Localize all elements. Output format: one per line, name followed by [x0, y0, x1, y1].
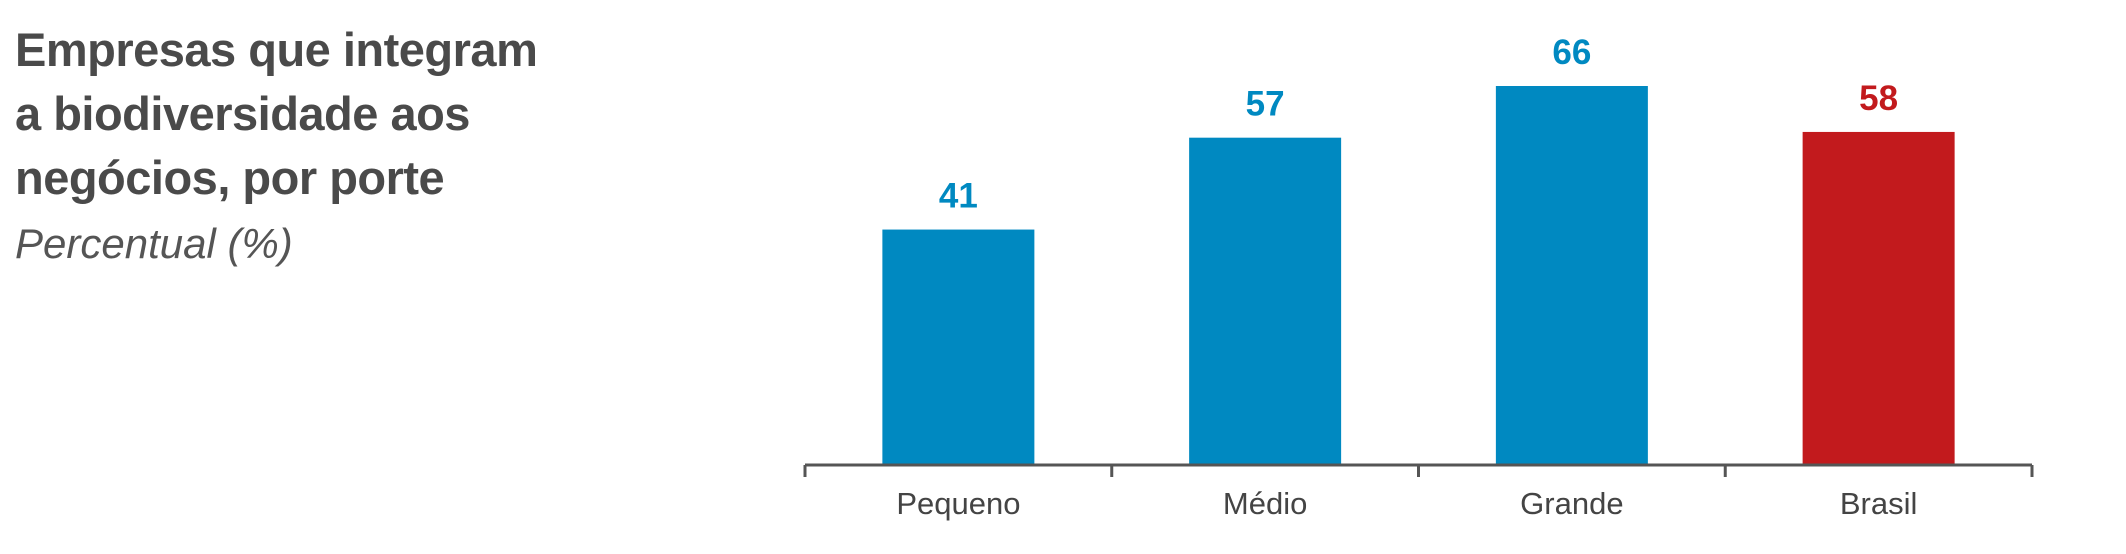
chart-subtitle: Percentual (%): [15, 220, 293, 267]
x-tick-label-medio: Médio: [1223, 486, 1307, 521]
bar-pequeno: [882, 229, 1035, 465]
value-label-medio: 57: [1246, 85, 1285, 124]
value-label-grande: 66: [1552, 33, 1591, 72]
bar-brasil: [1802, 131, 1955, 465]
value-label-brasil: 58: [1859, 79, 1898, 118]
value-label-pequeno: 41: [939, 177, 978, 216]
title-block: Empresas que integram a biodiversidade a…: [15, 18, 575, 270]
chart-title: Empresas que integram a biodiversidade a…: [15, 23, 538, 204]
bar-grande: [1495, 86, 1648, 465]
x-tick-label-brasil: Brasil: [1840, 486, 1918, 521]
x-tick-label-grande: Grande: [1520, 486, 1623, 521]
x-axis: [803, 463, 2034, 477]
labels-group: 41 Pequeno 57 Médio 66 Grande 58 Brasil: [896, 33, 1917, 521]
bar-medio: [1189, 137, 1342, 465]
x-tick-label-pequeno: Pequeno: [896, 486, 1020, 521]
bars-group: [882, 86, 1955, 465]
